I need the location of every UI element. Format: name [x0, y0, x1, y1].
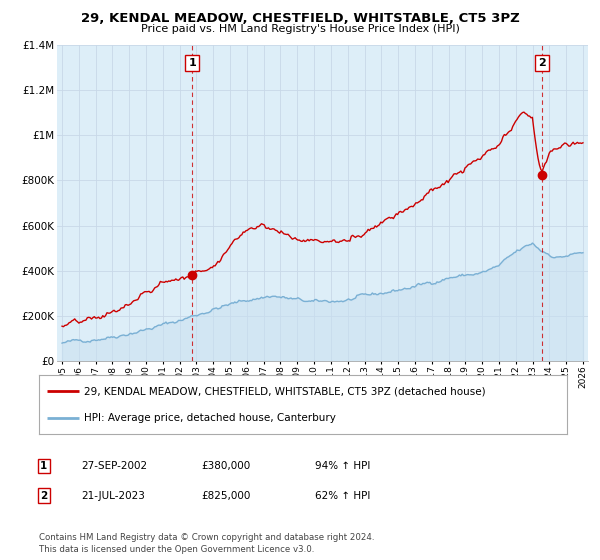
Text: £825,000: £825,000 [201, 491, 250, 501]
Text: 2: 2 [538, 58, 545, 68]
Text: 29, KENDAL MEADOW, CHESTFIELD, WHITSTABLE, CT5 3PZ: 29, KENDAL MEADOW, CHESTFIELD, WHITSTABL… [80, 12, 520, 25]
Text: 1: 1 [188, 58, 196, 68]
Text: 62% ↑ HPI: 62% ↑ HPI [315, 491, 370, 501]
Text: 21-JUL-2023: 21-JUL-2023 [81, 491, 145, 501]
Text: 1: 1 [40, 461, 47, 471]
Text: 2: 2 [40, 491, 47, 501]
Text: 94% ↑ HPI: 94% ↑ HPI [315, 461, 370, 471]
Text: £380,000: £380,000 [201, 461, 250, 471]
Text: 27-SEP-2002: 27-SEP-2002 [81, 461, 147, 471]
Text: Price paid vs. HM Land Registry's House Price Index (HPI): Price paid vs. HM Land Registry's House … [140, 24, 460, 34]
Text: 29, KENDAL MEADOW, CHESTFIELD, WHITSTABLE, CT5 3PZ (detached house): 29, KENDAL MEADOW, CHESTFIELD, WHITSTABL… [84, 386, 485, 396]
Text: HPI: Average price, detached house, Canterbury: HPI: Average price, detached house, Cant… [84, 413, 336, 423]
Text: Contains HM Land Registry data © Crown copyright and database right 2024.
This d: Contains HM Land Registry data © Crown c… [39, 533, 374, 554]
